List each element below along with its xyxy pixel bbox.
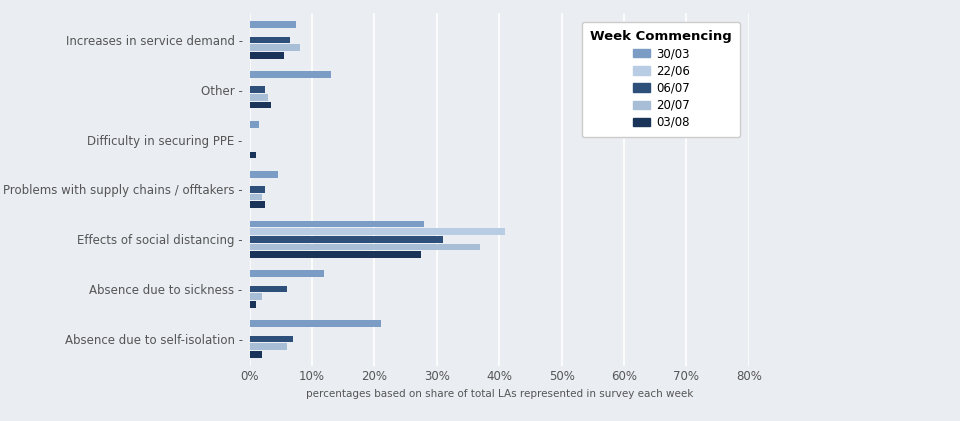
Bar [250,171,277,178]
Bar [250,228,506,235]
Legend: 30/03, 22/06, 06/07, 20/07, 03/08: 30/03, 22/06, 06/07, 20/07, 03/08 [582,22,740,137]
Bar [250,194,262,200]
Bar [250,286,287,293]
Bar [250,201,265,208]
Bar [250,21,297,28]
Bar [250,293,262,300]
Bar [250,251,421,258]
Bar [250,71,330,78]
Bar [250,243,481,250]
Bar [250,86,265,93]
Bar [250,37,290,43]
X-axis label: percentages based on share of total LAs represented in survey each week: percentages based on share of total LAs … [305,389,693,399]
Bar [250,94,269,101]
Bar [250,186,265,193]
Bar [250,52,284,59]
Bar [250,301,255,308]
Bar [250,343,287,350]
Bar [250,121,259,128]
Bar [250,351,262,357]
Bar [250,44,300,51]
Bar [250,152,255,158]
Bar [250,102,272,109]
Bar [250,320,380,327]
Bar [250,270,324,277]
Bar [250,221,424,227]
Bar [250,236,444,242]
Bar [250,336,294,342]
